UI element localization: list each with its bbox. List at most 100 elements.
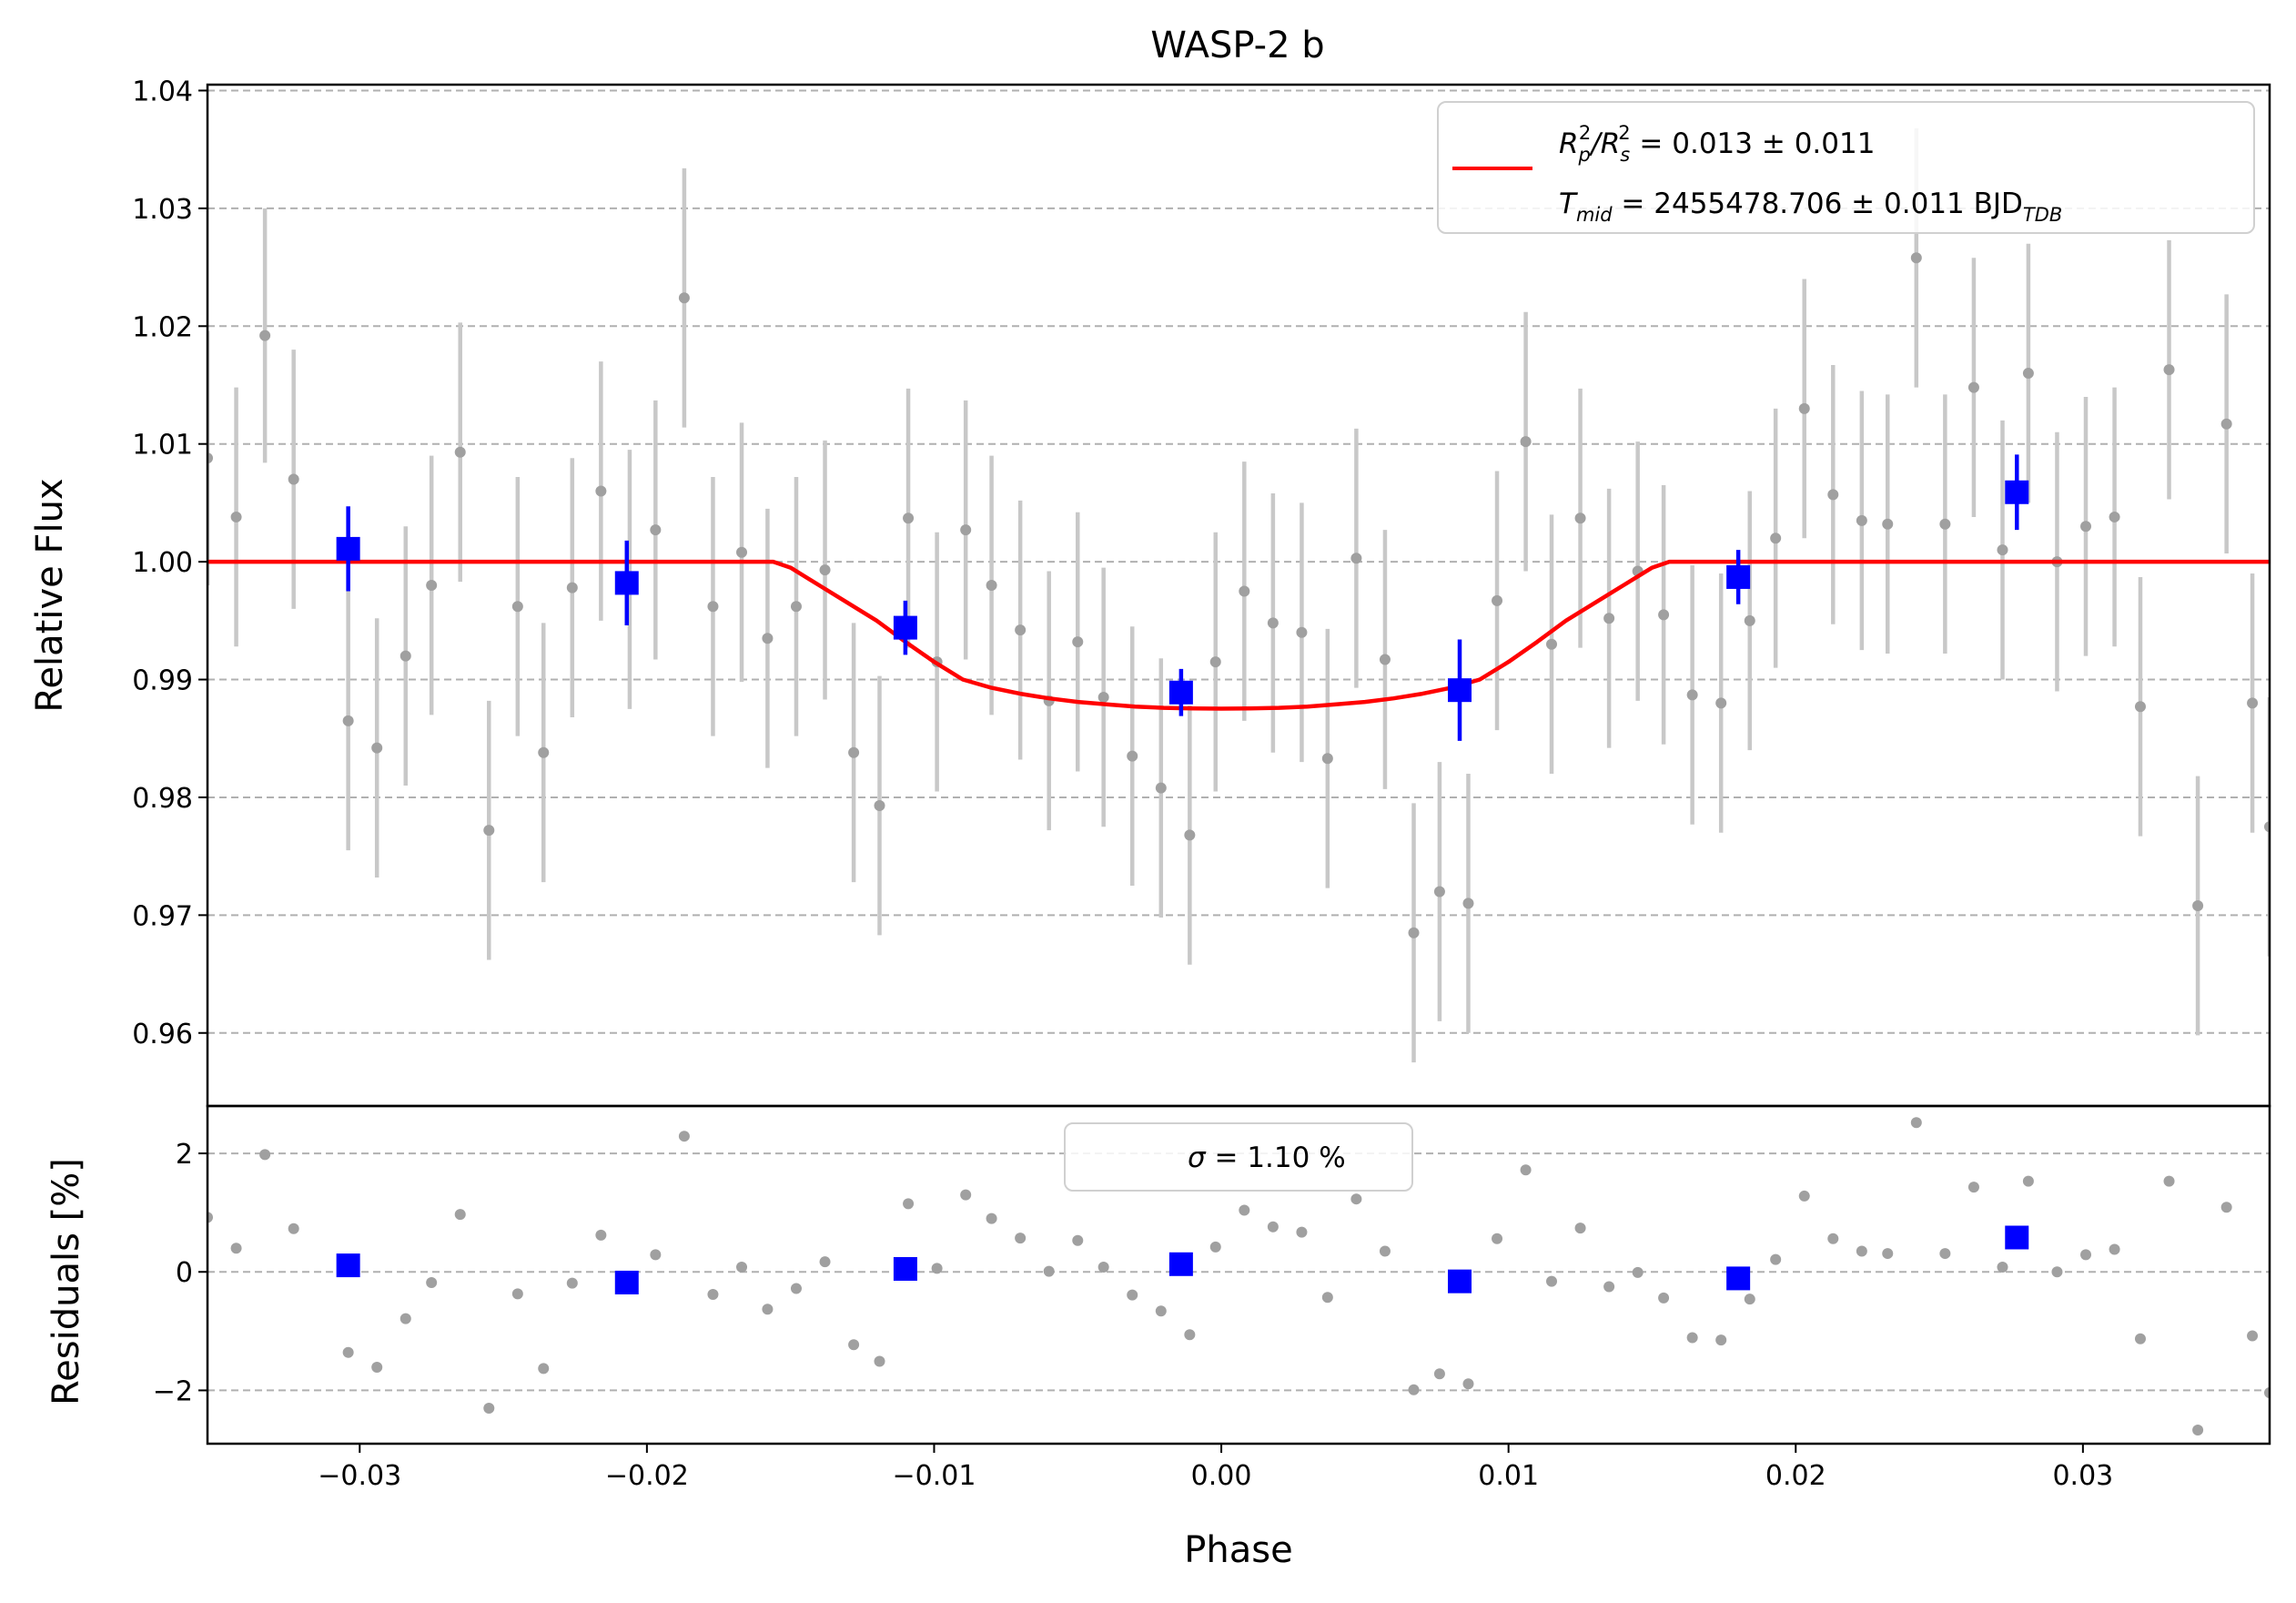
raw-flux-point — [1658, 609, 1670, 621]
raw-residual-point — [1127, 1289, 1138, 1301]
raw-residual-point — [1939, 1248, 1951, 1260]
binned-residual-points — [336, 1225, 2029, 1294]
raw-residual-point — [2080, 1249, 2092, 1261]
top-y-axis-label: Relative Flux — [29, 478, 71, 712]
raw-flux-point — [371, 742, 383, 754]
x-tick-label: 0.00 — [1191, 1460, 1252, 1492]
raw-flux-point — [1072, 636, 1084, 648]
binned-residual-point — [893, 1256, 917, 1281]
raw-flux-point — [2220, 418, 2232, 430]
raw-residual-point — [400, 1313, 411, 1324]
raw-residual-point — [1658, 1292, 1670, 1304]
raw-flux-point — [1603, 613, 1615, 624]
top-y-tick-label: 1.00 — [132, 547, 193, 579]
raw-residual-point — [986, 1212, 997, 1224]
raw-residual-point — [1574, 1223, 1586, 1234]
raw-flux-point — [2264, 821, 2270, 833]
binned-flux-point — [336, 536, 360, 561]
raw-flux-point — [2192, 900, 2204, 911]
legend-tmid-entry: Tmid = 2455478.706 ± 0.011 BJDTDB — [1559, 188, 2062, 226]
raw-residual-point — [1997, 1262, 2008, 1273]
binned-flux-point — [2005, 480, 2029, 504]
raw-flux-point — [1770, 533, 1782, 544]
raw-flux-point — [2022, 368, 2034, 380]
binned-flux-points — [336, 454, 2029, 741]
top-y-tick-label: 1.02 — [132, 311, 193, 343]
raw-flux-point — [874, 800, 885, 811]
raw-residual-point — [1209, 1241, 1221, 1253]
raw-flux-point — [736, 546, 748, 558]
top-y-tick-label: 0.99 — [132, 665, 193, 697]
raw-flux-point — [1997, 544, 2008, 556]
bottom-plot-frame — [206, 1104, 2271, 1446]
raw-flux-point — [678, 292, 690, 304]
binned-flux-point — [1448, 678, 1472, 703]
raw-flux-point — [342, 715, 354, 726]
raw-flux-point — [650, 524, 662, 536]
raw-residual-point — [1882, 1248, 1894, 1260]
raw-flux-point — [1097, 691, 1109, 703]
raw-residual-point — [454, 1209, 466, 1221]
residual-y-ticks: −2 0 2 — [153, 1139, 207, 1407]
raw-flux-point — [207, 452, 213, 464]
raw-residual-point — [1967, 1182, 1979, 1193]
raw-residual-point — [678, 1131, 690, 1142]
raw-flux-point — [2163, 364, 2175, 376]
raw-residual-point — [1433, 1368, 1445, 1380]
raw-residual-point — [371, 1362, 383, 1374]
raw-residual-point — [1603, 1281, 1615, 1293]
raw-flux-point — [762, 633, 774, 644]
raw-residual-point — [595, 1229, 607, 1241]
raw-flux-point — [1686, 689, 1698, 701]
raw-flux-point — [1856, 514, 1867, 526]
raw-flux-point — [2109, 511, 2120, 522]
raw-residual-point — [1043, 1265, 1055, 1277]
raw-flux-point — [1379, 654, 1391, 665]
raw-flux-point — [259, 330, 271, 341]
raw-flux-point — [1321, 753, 1333, 765]
raw-residual-point — [1520, 1164, 1532, 1176]
raw-residual-point — [1798, 1190, 1810, 1202]
residual-y-tick-label: 2 — [176, 1139, 193, 1171]
raw-flux-point — [1267, 617, 1279, 629]
raw-residual-point — [1827, 1233, 1839, 1244]
raw-residual-point — [1184, 1329, 1196, 1341]
raw-residual-point — [874, 1355, 885, 1367]
binned-residual-point — [2005, 1225, 2029, 1250]
raw-flux-point — [454, 446, 466, 458]
raw-flux-point — [1910, 252, 1922, 264]
raw-residual-point — [1267, 1221, 1279, 1233]
raw-residual-point — [1462, 1378, 1474, 1390]
raw-flux-point — [1296, 626, 1308, 638]
raw-flux-point — [1939, 518, 1951, 530]
raw-flux-point — [1015, 624, 1027, 636]
raw-residual-point — [819, 1256, 831, 1268]
residual-legend: σ = 1.10 % — [1064, 1122, 1413, 1192]
raw-residual-point — [1910, 1117, 1922, 1129]
raw-residual-point — [230, 1243, 242, 1254]
residual-legend-box — [1064, 1122, 1413, 1192]
raw-residual-point — [790, 1283, 802, 1294]
raw-flux-point — [2247, 697, 2259, 709]
raw-residual-point — [1015, 1233, 1027, 1244]
raw-residual-point — [903, 1198, 915, 1210]
raw-residual-point — [2022, 1175, 2034, 1187]
raw-flux-point — [1546, 638, 1558, 650]
top-y-tick-label: 0.97 — [132, 900, 193, 932]
raw-flux-point — [1798, 402, 1810, 414]
raw-flux-point — [1520, 436, 1532, 448]
top-y-tick-label: 1.04 — [132, 76, 193, 107]
raw-residual-point — [511, 1288, 523, 1300]
raw-residual-point — [2264, 1387, 2270, 1399]
x-tick-label: −0.02 — [605, 1460, 689, 1492]
binned-residual-point — [1448, 1269, 1472, 1294]
raw-residual-point — [1715, 1334, 1727, 1346]
raw-flux-point — [1574, 512, 1586, 524]
raw-residual-point — [207, 1212, 213, 1223]
binned-residual-point — [336, 1253, 360, 1278]
phase-x-ticks: −0.03 −0.02 −0.01 0.00 0.01 0.02 0.03 — [318, 1444, 2113, 1492]
x-tick-label: 0.01 — [1478, 1460, 1539, 1492]
raw-flux-point — [819, 564, 831, 576]
binned-residual-point — [1168, 1252, 1193, 1276]
x-axis-label: Phase — [1184, 1529, 1292, 1571]
